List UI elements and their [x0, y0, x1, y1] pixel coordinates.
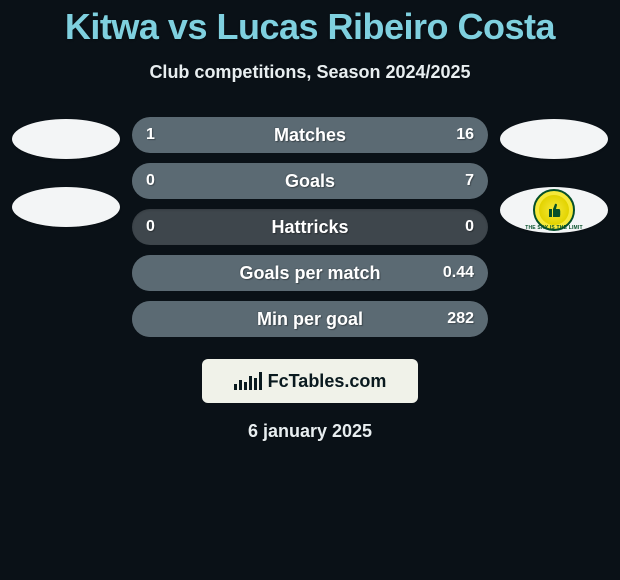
bar-chart-icon	[234, 372, 262, 390]
stat-value-left: 0	[146, 218, 155, 236]
club-badge-text: THE SKY IS THE LIMIT	[525, 225, 583, 231]
stat-row: 0.44 Goals per match	[132, 255, 488, 291]
stat-value-right: 0.44	[443, 264, 474, 282]
stat-value-left: 0	[146, 172, 155, 190]
card-content: Kitwa vs Lucas Ribeiro Costa Club compet…	[0, 0, 620, 442]
stat-label: Hattricks	[271, 217, 348, 238]
thumbs-up-icon	[545, 201, 563, 219]
stats-column: 1 16 Matches 0 7 Goals 0 0 Hattricks 0.44 Goals pe…	[132, 117, 488, 337]
stat-value-right: 16	[456, 126, 474, 144]
left-club-avatar	[12, 187, 120, 227]
footer-date: 6 january 2025	[0, 421, 620, 442]
branding-text: FcTables.com	[268, 371, 387, 392]
stat-row: 0 0 Hattricks	[132, 209, 488, 245]
left-player-avatar	[12, 119, 120, 159]
left-player-column	[6, 117, 126, 337]
comparison-grid: 1 16 Matches 0 7 Goals 0 0 Hattricks 0.44 Goals pe…	[0, 117, 620, 337]
right-player-column: THE SKY IS THE LIMIT	[494, 117, 614, 337]
stat-row: 1 16 Matches	[132, 117, 488, 153]
page-title: Kitwa vs Lucas Ribeiro Costa	[0, 0, 620, 48]
stat-label: Min per goal	[257, 309, 363, 330]
stat-label: Matches	[274, 125, 346, 146]
club-badge-inner	[539, 195, 569, 225]
subtitle: Club competitions, Season 2024/2025	[0, 62, 620, 83]
stat-value-right: 7	[465, 172, 474, 190]
stat-label: Goals per match	[239, 263, 380, 284]
right-player-avatar	[500, 119, 608, 159]
branding-badge: FcTables.com	[202, 359, 418, 403]
club-badge-circle: THE SKY IS THE LIMIT	[533, 189, 575, 231]
right-club-avatar: THE SKY IS THE LIMIT	[500, 187, 608, 233]
stat-value-right: 282	[447, 310, 474, 328]
stat-row: 282 Min per goal	[132, 301, 488, 337]
stat-value-left: 1	[146, 126, 155, 144]
stat-label: Goals	[285, 171, 335, 192]
stat-value-right: 0	[465, 218, 474, 236]
stat-row: 0 7 Goals	[132, 163, 488, 199]
